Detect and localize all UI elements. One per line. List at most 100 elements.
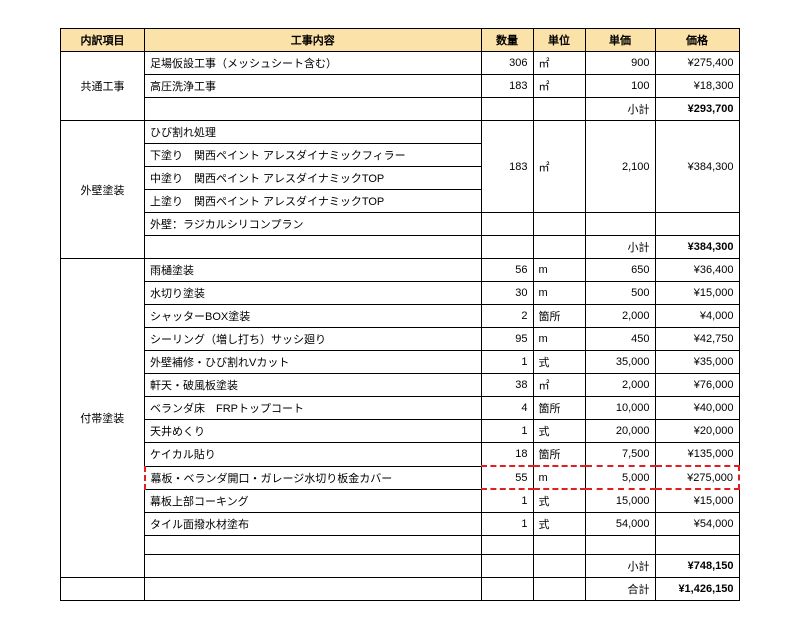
cell-total: ¥18,300 (655, 75, 739, 98)
cell-desc: 足場仮設工事（メッシュシート含む） (145, 52, 482, 75)
cell-uprice: 20,000 (585, 420, 655, 443)
table-row: シーリング（増し打ち）サッシ廻り95m450¥42,750 (61, 328, 740, 351)
cell-uprice: 100 (585, 75, 655, 98)
header-desc: 工事内容 (145, 29, 482, 52)
cell-uprice: 450 (585, 328, 655, 351)
cell-total: ¥275,400 (655, 52, 739, 75)
cell-desc: 中塗り 関西ペイント アレスダイナミックTOP (145, 167, 482, 190)
cell-total: ¥4,000 (655, 305, 739, 328)
cell-qty: 1 (481, 420, 533, 443)
cell-qty (481, 236, 533, 259)
cell-unit (533, 213, 585, 236)
table-row: 幕板上部コーキング1式15,000¥15,000 (61, 489, 740, 513)
cell-qty: 38 (481, 374, 533, 397)
header-total: 価格 (655, 29, 739, 52)
cell-qty (481, 578, 533, 601)
cell-total: ¥15,000 (655, 282, 739, 305)
cell-desc: 高圧洗浄工事 (145, 75, 482, 98)
table-row: 高圧洗浄工事183㎡100¥18,300 (61, 75, 740, 98)
estimate-table: 内訳項目 工事内容 数量 単位 単価 価格 共通工事足場仮設工事（メッシュシート… (60, 28, 740, 601)
cell-uprice: 10,000 (585, 397, 655, 420)
cell-qty: 183 (481, 121, 533, 213)
cell-unit: ㎡ (533, 121, 585, 213)
cell-uprice: 900 (585, 52, 655, 75)
cell-qty: 1 (481, 513, 533, 536)
cell-qty: 55 (481, 466, 533, 489)
cell-unit: 式 (533, 489, 585, 513)
table-row: 外壁：ラジカルシリコンプラン (61, 213, 740, 236)
cell-desc: シーリング（増し打ち）サッシ廻り (145, 328, 482, 351)
cell-total: ¥135,000 (655, 443, 739, 467)
table-row: 水切り塗装30m500¥15,000 (61, 282, 740, 305)
cell-desc (145, 536, 482, 555)
table-row: 付帯塗装雨樋塗装56m650¥36,400 (61, 259, 740, 282)
cell-unit: 箇所 (533, 397, 585, 420)
cell-desc: ひび割れ処理 (145, 121, 482, 144)
cell-desc: 雨樋塗装 (145, 259, 482, 282)
cell-total: ¥76,000 (655, 374, 739, 397)
cell-total: ¥40,000 (655, 397, 739, 420)
table-header: 内訳項目 工事内容 数量 単位 単価 価格 (61, 29, 740, 52)
header-unitprice: 単価 (585, 29, 655, 52)
header-qty: 数量 (481, 29, 533, 52)
subtotal-row: 小計¥384,300 (61, 236, 740, 259)
cell-unit: ㎡ (533, 75, 585, 98)
table-row: 共通工事足場仮設工事（メッシュシート含む）306㎡900¥275,400 (61, 52, 740, 75)
cell-qty: 18 (481, 443, 533, 467)
cell-desc: タイル面撥水材塗布 (145, 513, 482, 536)
cell-total: ¥275,000 (655, 466, 739, 489)
cell-cat: 付帯塗装 (61, 259, 145, 578)
table-row: 幕板・ベランダ開口・ガレージ水切り板金カバー55m5,000¥275,000 (61, 466, 740, 489)
cell-total: ¥20,000 (655, 420, 739, 443)
table-row: 外壁補修・ひび割れVカット1式35,000¥35,000 (61, 351, 740, 374)
cell-unit (533, 555, 585, 578)
cell-qty: 1 (481, 351, 533, 374)
subtotal-row: 小計¥293,700 (61, 98, 740, 121)
cell-unit: 式 (533, 420, 585, 443)
cell-unit (533, 98, 585, 121)
cell-uprice: 2,100 (585, 121, 655, 213)
cell-desc: 上塗り 関西ペイント アレスダイナミックTOP (145, 190, 482, 213)
cell-uprice: 35,000 (585, 351, 655, 374)
subtotal-row: 小計¥748,150 (61, 555, 740, 578)
table-row (61, 536, 740, 555)
cell-desc (145, 98, 482, 121)
cell-total (655, 213, 739, 236)
cell-uprice: 5,000 (585, 466, 655, 489)
cell-total: ¥748,150 (655, 555, 739, 578)
cell-uprice: 54,000 (585, 513, 655, 536)
cell-qty: 4 (481, 397, 533, 420)
cell-uprice: 650 (585, 259, 655, 282)
cell-total: ¥35,000 (655, 351, 739, 374)
cell-desc: シャッターBOX塗装 (145, 305, 482, 328)
cell-qty (481, 536, 533, 555)
grandtotal-row: 合計¥1,426,150 (61, 578, 740, 601)
table-row: 軒天・破風板塗装38㎡2,000¥76,000 (61, 374, 740, 397)
cell-desc: 幕板・ベランダ開口・ガレージ水切り板金カバー (145, 466, 482, 489)
cell-unit: m (533, 328, 585, 351)
cell-uprice: 2,000 (585, 374, 655, 397)
cell-qty: 1 (481, 489, 533, 513)
cell-cat: 外壁塗装 (61, 121, 145, 259)
cell-total: ¥36,400 (655, 259, 739, 282)
cell-qty: 183 (481, 75, 533, 98)
cell-total: ¥15,000 (655, 489, 739, 513)
header-unit: 単位 (533, 29, 585, 52)
cell-total: ¥1,426,150 (655, 578, 739, 601)
cell-uprice (585, 536, 655, 555)
cell-unit: 式 (533, 351, 585, 374)
table-body: 共通工事足場仮設工事（メッシュシート含む）306㎡900¥275,400高圧洗浄… (61, 52, 740, 601)
cell-desc (145, 555, 482, 578)
cell-qty (481, 213, 533, 236)
table-row: 外壁塗装ひび割れ処理183㎡2,100¥384,300 (61, 121, 740, 144)
cell-qty: 30 (481, 282, 533, 305)
cell-qty: 56 (481, 259, 533, 282)
cell-total: ¥54,000 (655, 513, 739, 536)
cell-unit (533, 236, 585, 259)
cell-uprice: 小計 (585, 98, 655, 121)
cell-uprice: 小計 (585, 555, 655, 578)
cell-cat (61, 578, 145, 601)
cell-desc: 外壁：ラジカルシリコンプラン (145, 213, 482, 236)
cell-desc: 天井めくり (145, 420, 482, 443)
cell-desc (145, 236, 482, 259)
